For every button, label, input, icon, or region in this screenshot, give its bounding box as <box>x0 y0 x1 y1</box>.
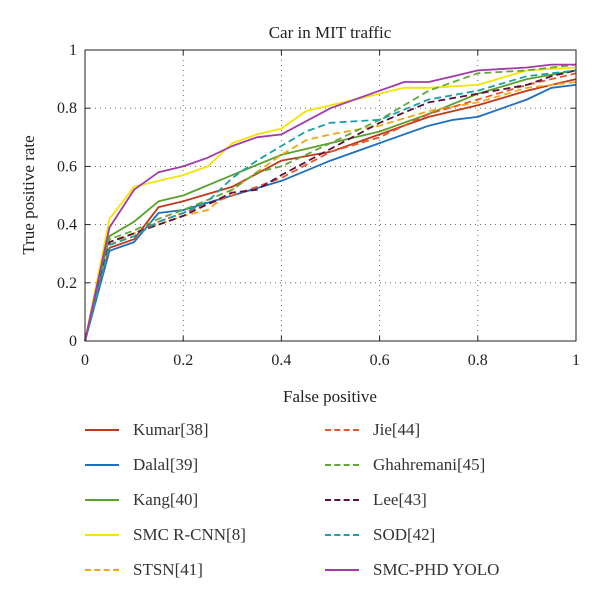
y-tick-label: 0 <box>69 333 77 350</box>
y-tick-label: 0.8 <box>57 100 77 117</box>
y-axis-label: True positive rate <box>19 135 38 254</box>
series-line-kumar-38 <box>84 78 577 342</box>
x-tick-label: 1 <box>572 352 580 369</box>
x-axis-label: False positive <box>283 387 377 406</box>
series-line-sod-42 <box>84 69 577 342</box>
series-line-smc-phd-yolo <box>84 63 576 342</box>
x-tick-label: 0.6 <box>370 352 390 369</box>
series-line-ghahremani-45 <box>84 63 577 342</box>
x-tick-label: 0.8 <box>468 352 488 369</box>
chart-title: Car in MIT traffic <box>269 23 392 42</box>
y-tick-label: 0.4 <box>57 217 77 234</box>
series-line-kang-40 <box>84 69 577 342</box>
axis-ticks: 00 0.2 0.2 0.4 0.4 0.6 0.6 0.8 0.8 1 1 <box>57 42 580 369</box>
grid <box>85 50 576 341</box>
x-tick-label: 0.4 <box>271 352 291 369</box>
series-line-smc-r-cnn-8 <box>84 66 577 342</box>
series-line-lee-43 <box>84 69 577 342</box>
y-tick-label: 0.2 <box>57 275 77 292</box>
x-tick-label: 0.2 <box>173 352 193 369</box>
series-lines <box>84 63 577 342</box>
series-line-stsn-41 <box>84 81 577 342</box>
x-tick-label: 0 <box>81 352 89 369</box>
plot-frame <box>84 49 577 342</box>
y-tick-label: 0.6 <box>57 158 77 175</box>
y-tick-label: 1 <box>69 42 77 59</box>
